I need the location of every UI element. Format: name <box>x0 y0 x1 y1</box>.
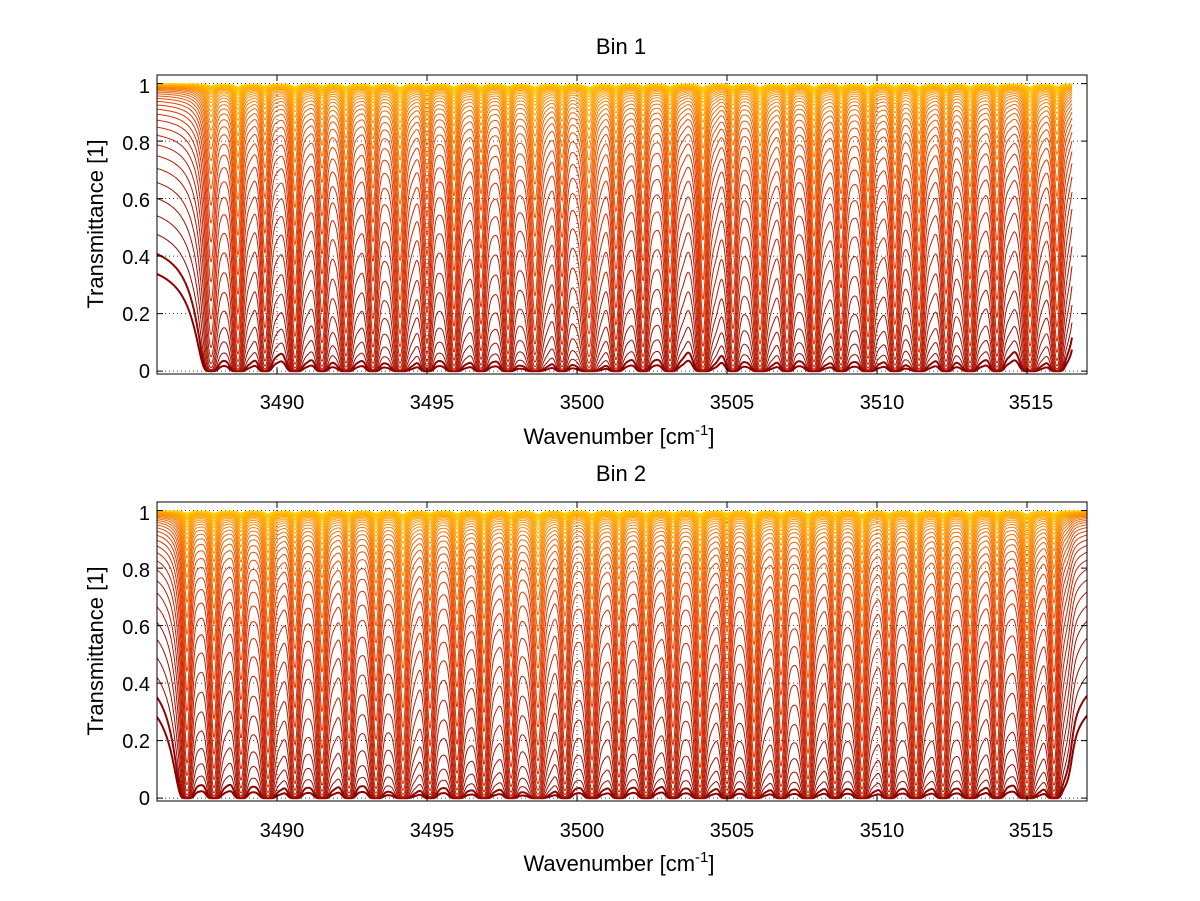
transmittance-series-line <box>157 511 1087 531</box>
transmittance-series-line <box>157 84 1073 107</box>
bin-1-axes-box <box>156 74 1088 375</box>
bin-2-x-tick-label: 3495 <box>410 820 455 842</box>
transmittance-series-line <box>157 514 1087 567</box>
bin-2-y-tick-label: 0 <box>139 788 150 810</box>
transmittance-series-line <box>157 675 1087 799</box>
bin-1-y-tick-label: 0.2 <box>122 304 150 326</box>
bin-1-title: Bin 1 <box>596 34 646 59</box>
bin-2-y-tick-label: 1 <box>139 503 150 525</box>
transmittance-series-line <box>157 512 1087 544</box>
bin-1-x-tick-label: 3495 <box>410 392 455 414</box>
bin-1-y-tick-label: 1 <box>139 76 150 98</box>
bin-1-x-tick-label: 3515 <box>1009 392 1054 414</box>
transmittance-series-line <box>157 568 1087 791</box>
transmittance-series-line <box>157 637 1087 799</box>
transmittance-series-line <box>157 518 1087 616</box>
bin-1-subplot: Bin 1 3490 3495 3500 3505 3510 3515 0 0.… <box>83 34 1088 449</box>
transmittance-series-line <box>157 559 1087 785</box>
bin-2-y-tick-label: 0.2 <box>122 731 150 753</box>
bin-2-subplot: Bin 2 3490 3495 3500 3505 3510 3515 0 0.… <box>83 461 1088 876</box>
transmittance-series-line <box>157 113 1073 335</box>
transmittance-series-line <box>157 539 1087 746</box>
transmittance-series-line <box>157 530 1087 709</box>
transmittance-series-line <box>157 83 1072 88</box>
transmittance-series-line <box>157 519 1087 633</box>
transmittance-series-line <box>157 95 1073 243</box>
bin-2-y-axis-label: Transmittance [1] <box>83 566 108 735</box>
transmittance-series-line <box>157 551 1087 775</box>
transmittance-series-line <box>157 88 1073 161</box>
transmittance-series-line <box>157 100 1073 283</box>
bin-1-y-tick-label: 0.8 <box>122 133 150 155</box>
bin-1-series-group <box>157 83 1073 373</box>
transmittance-series-line <box>157 84 1073 112</box>
bin-2-x-axis-label: Wavenumber [cm-1] <box>523 849 714 876</box>
transmittance-series-line <box>157 155 1073 371</box>
transmittance-series-line <box>157 511 1087 534</box>
transmittance-series-line <box>157 182 1073 372</box>
transmittance-series-line <box>157 534 1087 729</box>
bin-2-x-tick-label: 3505 <box>710 820 755 842</box>
bin-2-x-tick-label: 3500 <box>560 820 605 842</box>
transmittance-series-line <box>157 144 1073 368</box>
bin-1-x-tick-label: 3505 <box>710 392 755 414</box>
transmittance-series-line <box>157 521 1087 650</box>
transmittance-series-line <box>157 87 1073 150</box>
transmittance-series-line <box>157 512 1087 550</box>
bin-1-x-axis-label: Wavenumber [cm-1] <box>523 422 714 449</box>
transmittance-series-line <box>157 91 1073 206</box>
transmittance-series-line <box>157 511 1087 527</box>
transmittance-series-line <box>157 579 1087 795</box>
bin-2-x-tick-label: 3510 <box>860 820 905 842</box>
bin-1-x-tick-label: 3490 <box>260 392 305 414</box>
transmittance-series-line <box>157 85 1073 131</box>
bin-2-series-group <box>157 510 1087 800</box>
bin-2-ticks <box>157 502 1087 801</box>
transmittance-series-line <box>157 104 1073 302</box>
transmittance-series-line <box>157 108 1073 320</box>
transmittance-series-line <box>157 510 1087 515</box>
bin-1-y-tick-label: 0.4 <box>122 247 150 269</box>
transmittance-series-line <box>157 126 1073 358</box>
transmittance-series-line <box>157 84 1073 100</box>
transmittance-series-line <box>157 89 1073 175</box>
bin-2-axes-box <box>156 501 1088 802</box>
transmittance-series-line <box>157 85 1073 117</box>
transmittance-series-line <box>157 119 1073 348</box>
bin-1-y-tick-label: 0.6 <box>122 190 150 212</box>
transmittance-series-line <box>157 134 1073 364</box>
transmittance-series-line <box>157 511 1087 539</box>
transmittance-series-line <box>157 545 1087 762</box>
transmittance-series-line <box>157 84 1073 104</box>
transmittance-series-line <box>157 524 1087 669</box>
transmittance-series-line <box>157 90 1073 190</box>
transmittance-series-line <box>157 516 1087 601</box>
bin-1-y-tick-label: 0 <box>139 361 150 383</box>
bin-2-title: Bin 2 <box>596 461 646 486</box>
bin-1-y-axis-label: Transmittance [1] <box>83 139 108 308</box>
bin-2-x-tick-label: 3490 <box>260 820 305 842</box>
bin-2-x-tick-label: 3515 <box>1009 820 1054 842</box>
transmittance-series-line <box>157 513 1087 558</box>
bin-1-x-tick-label: 3510 <box>860 392 905 414</box>
transmittance-series-line <box>157 97 1073 263</box>
transmittance-series-line <box>157 514 1087 577</box>
transmittance-series-line <box>157 515 1087 588</box>
transmittance-series-line <box>157 86 1073 140</box>
transmittance-series-line <box>157 527 1087 689</box>
transmittance-series-line <box>157 167 1073 372</box>
bin-1-x-tick-label: 3500 <box>560 392 605 414</box>
bin-2-y-tick-label: 0.8 <box>122 560 150 582</box>
bin-2-y-tick-label: 0.6 <box>122 617 150 639</box>
transmittance-series-line <box>157 620 1087 799</box>
transmittance-series-line <box>157 605 1087 799</box>
transmittance-series-line <box>157 656 1087 799</box>
bin-1-ticks <box>157 75 1087 374</box>
transmittance-series-line <box>157 93 1073 224</box>
bin-2-y-tick-label: 0.4 <box>122 674 150 696</box>
transmittance-series-line <box>157 591 1087 798</box>
transmittance-series-line <box>157 85 1073 124</box>
